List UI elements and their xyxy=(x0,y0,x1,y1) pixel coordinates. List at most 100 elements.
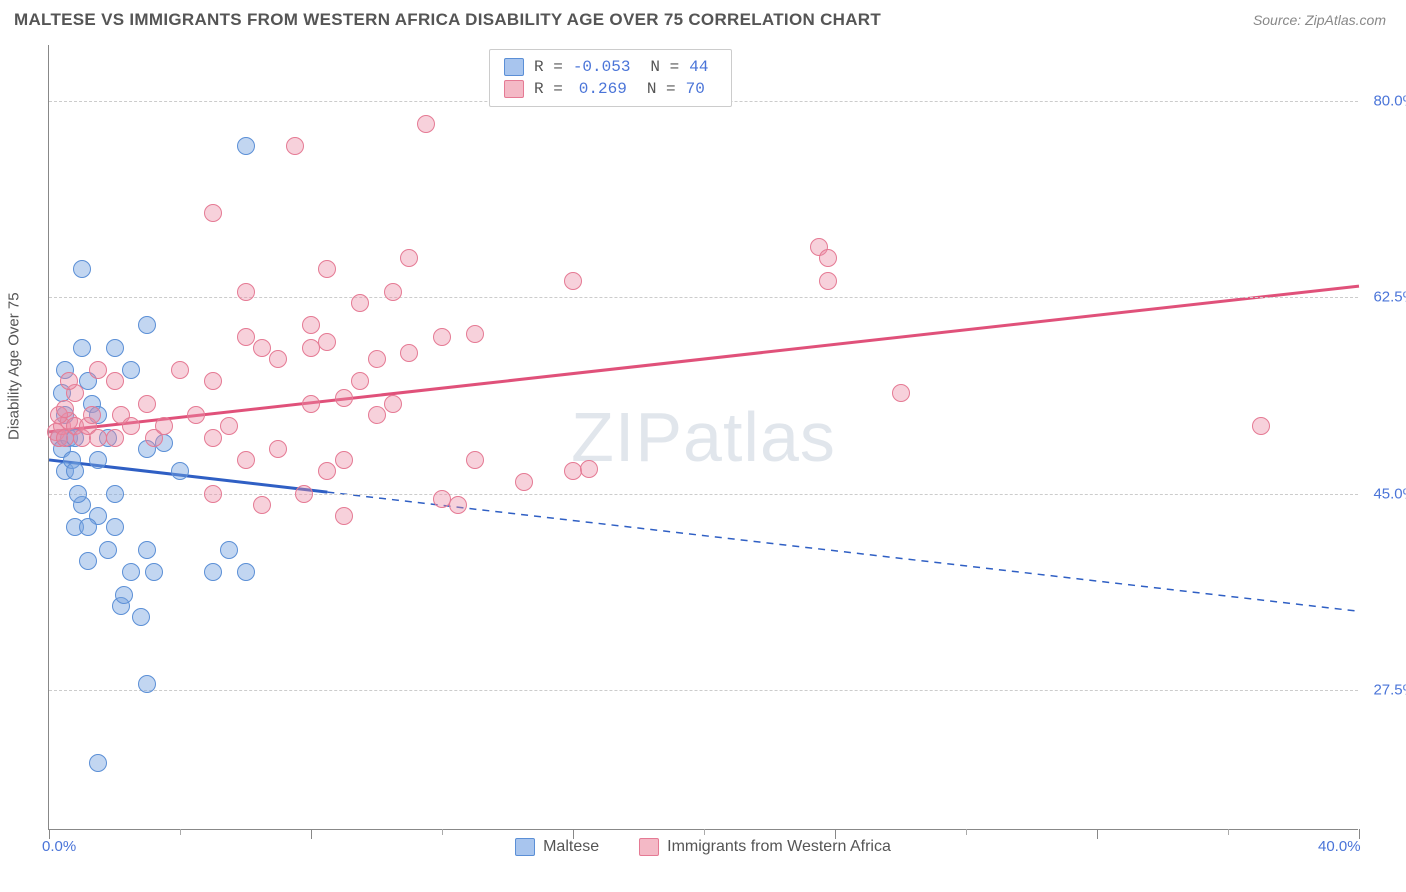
scatter-point xyxy=(318,260,336,278)
y-tick-label: 45.0% xyxy=(1364,485,1406,502)
legend-r-label: R = xyxy=(534,58,563,76)
legend-r-value: 0.269 xyxy=(573,80,627,98)
scatter-point xyxy=(368,350,386,368)
scatter-point xyxy=(204,429,222,447)
scatter-point xyxy=(89,451,107,469)
scatter-point xyxy=(466,451,484,469)
scatter-point xyxy=(89,429,107,447)
scatter-point xyxy=(73,339,91,357)
legend-r-label: R = xyxy=(534,80,563,98)
scatter-point xyxy=(99,541,117,559)
scatter-point xyxy=(302,316,320,334)
scatter-point xyxy=(1252,417,1270,435)
legend-series-label: Maltese xyxy=(543,838,599,856)
scatter-point xyxy=(106,372,124,390)
scatter-point xyxy=(73,260,91,278)
legend-n-label: N = xyxy=(650,58,679,76)
scatter-point xyxy=(187,406,205,424)
scatter-point xyxy=(220,541,238,559)
chart-source: Source: ZipAtlas.com xyxy=(1253,12,1386,28)
scatter-point xyxy=(115,586,133,604)
legend-series: Maltese Immigrants from Western Africa xyxy=(0,838,1406,856)
scatter-point xyxy=(335,507,353,525)
scatter-point xyxy=(417,115,435,133)
scatter-point xyxy=(106,429,124,447)
chart-plot-area: ZIPatlas R = -0.053 N = 44 R = 0.269 N =… xyxy=(48,45,1358,830)
scatter-point xyxy=(79,552,97,570)
legend-stats-row: R = 0.269 N = 70 xyxy=(504,78,717,100)
scatter-point xyxy=(122,417,140,435)
legend-swatch xyxy=(515,838,535,856)
gridline xyxy=(49,494,1358,495)
scatter-point xyxy=(138,675,156,693)
scatter-point xyxy=(400,249,418,267)
scatter-point xyxy=(384,395,402,413)
scatter-point xyxy=(449,496,467,514)
scatter-point xyxy=(286,137,304,155)
scatter-point xyxy=(237,451,255,469)
scatter-point xyxy=(892,384,910,402)
scatter-point xyxy=(295,485,313,503)
legend-n-value: 44 xyxy=(689,58,717,76)
y-tick-label: 80.0% xyxy=(1364,93,1406,110)
scatter-point xyxy=(204,485,222,503)
x-tick-minor xyxy=(966,829,967,835)
chart-title: MALTESE VS IMMIGRANTS FROM WESTERN AFRIC… xyxy=(14,10,881,30)
scatter-point xyxy=(122,361,140,379)
scatter-point xyxy=(83,406,101,424)
scatter-point xyxy=(318,333,336,351)
x-tick-minor xyxy=(180,829,181,835)
scatter-point xyxy=(204,563,222,581)
y-tick-label: 62.5% xyxy=(1364,289,1406,306)
scatter-point xyxy=(106,339,124,357)
scatter-point xyxy=(237,563,255,581)
scatter-point xyxy=(60,372,78,390)
scatter-point xyxy=(466,325,484,343)
x-tick-minor xyxy=(704,829,705,835)
scatter-point xyxy=(400,344,418,362)
scatter-point xyxy=(253,496,271,514)
scatter-point xyxy=(132,608,150,626)
scatter-point xyxy=(89,754,107,772)
y-axis-title: Disability Age Over 75 xyxy=(6,292,23,440)
scatter-point xyxy=(106,485,124,503)
scatter-point xyxy=(384,283,402,301)
scatter-point xyxy=(155,417,173,435)
scatter-point xyxy=(819,249,837,267)
scatter-point xyxy=(580,460,598,478)
trend-lines xyxy=(49,45,1358,829)
legend-swatch xyxy=(639,838,659,856)
scatter-point xyxy=(253,339,271,357)
legend-n-label: N = xyxy=(647,80,676,98)
scatter-point xyxy=(138,316,156,334)
scatter-point xyxy=(122,563,140,581)
scatter-point xyxy=(433,490,451,508)
scatter-point xyxy=(204,372,222,390)
scatter-point xyxy=(318,462,336,480)
scatter-point xyxy=(237,137,255,155)
scatter-point xyxy=(204,204,222,222)
scatter-point xyxy=(269,350,287,368)
scatter-point xyxy=(237,328,255,346)
scatter-point xyxy=(171,361,189,379)
legend-series-item: Maltese xyxy=(515,838,599,856)
scatter-point xyxy=(335,451,353,469)
scatter-point xyxy=(56,400,74,418)
scatter-point xyxy=(171,462,189,480)
scatter-point xyxy=(145,563,163,581)
scatter-point xyxy=(564,272,582,290)
legend-n-value: 70 xyxy=(686,80,714,98)
scatter-point xyxy=(106,518,124,536)
scatter-point xyxy=(351,372,369,390)
scatter-point xyxy=(564,462,582,480)
legend-series-label: Immigrants from Western Africa xyxy=(667,838,891,856)
scatter-point xyxy=(433,328,451,346)
legend-swatch xyxy=(504,58,524,76)
scatter-point xyxy=(138,395,156,413)
x-tick-minor xyxy=(1228,829,1229,835)
legend-series-item: Immigrants from Western Africa xyxy=(639,838,891,856)
scatter-point xyxy=(237,283,255,301)
scatter-point xyxy=(302,395,320,413)
legend-stats-row: R = -0.053 N = 44 xyxy=(504,56,717,78)
scatter-point xyxy=(335,389,353,407)
